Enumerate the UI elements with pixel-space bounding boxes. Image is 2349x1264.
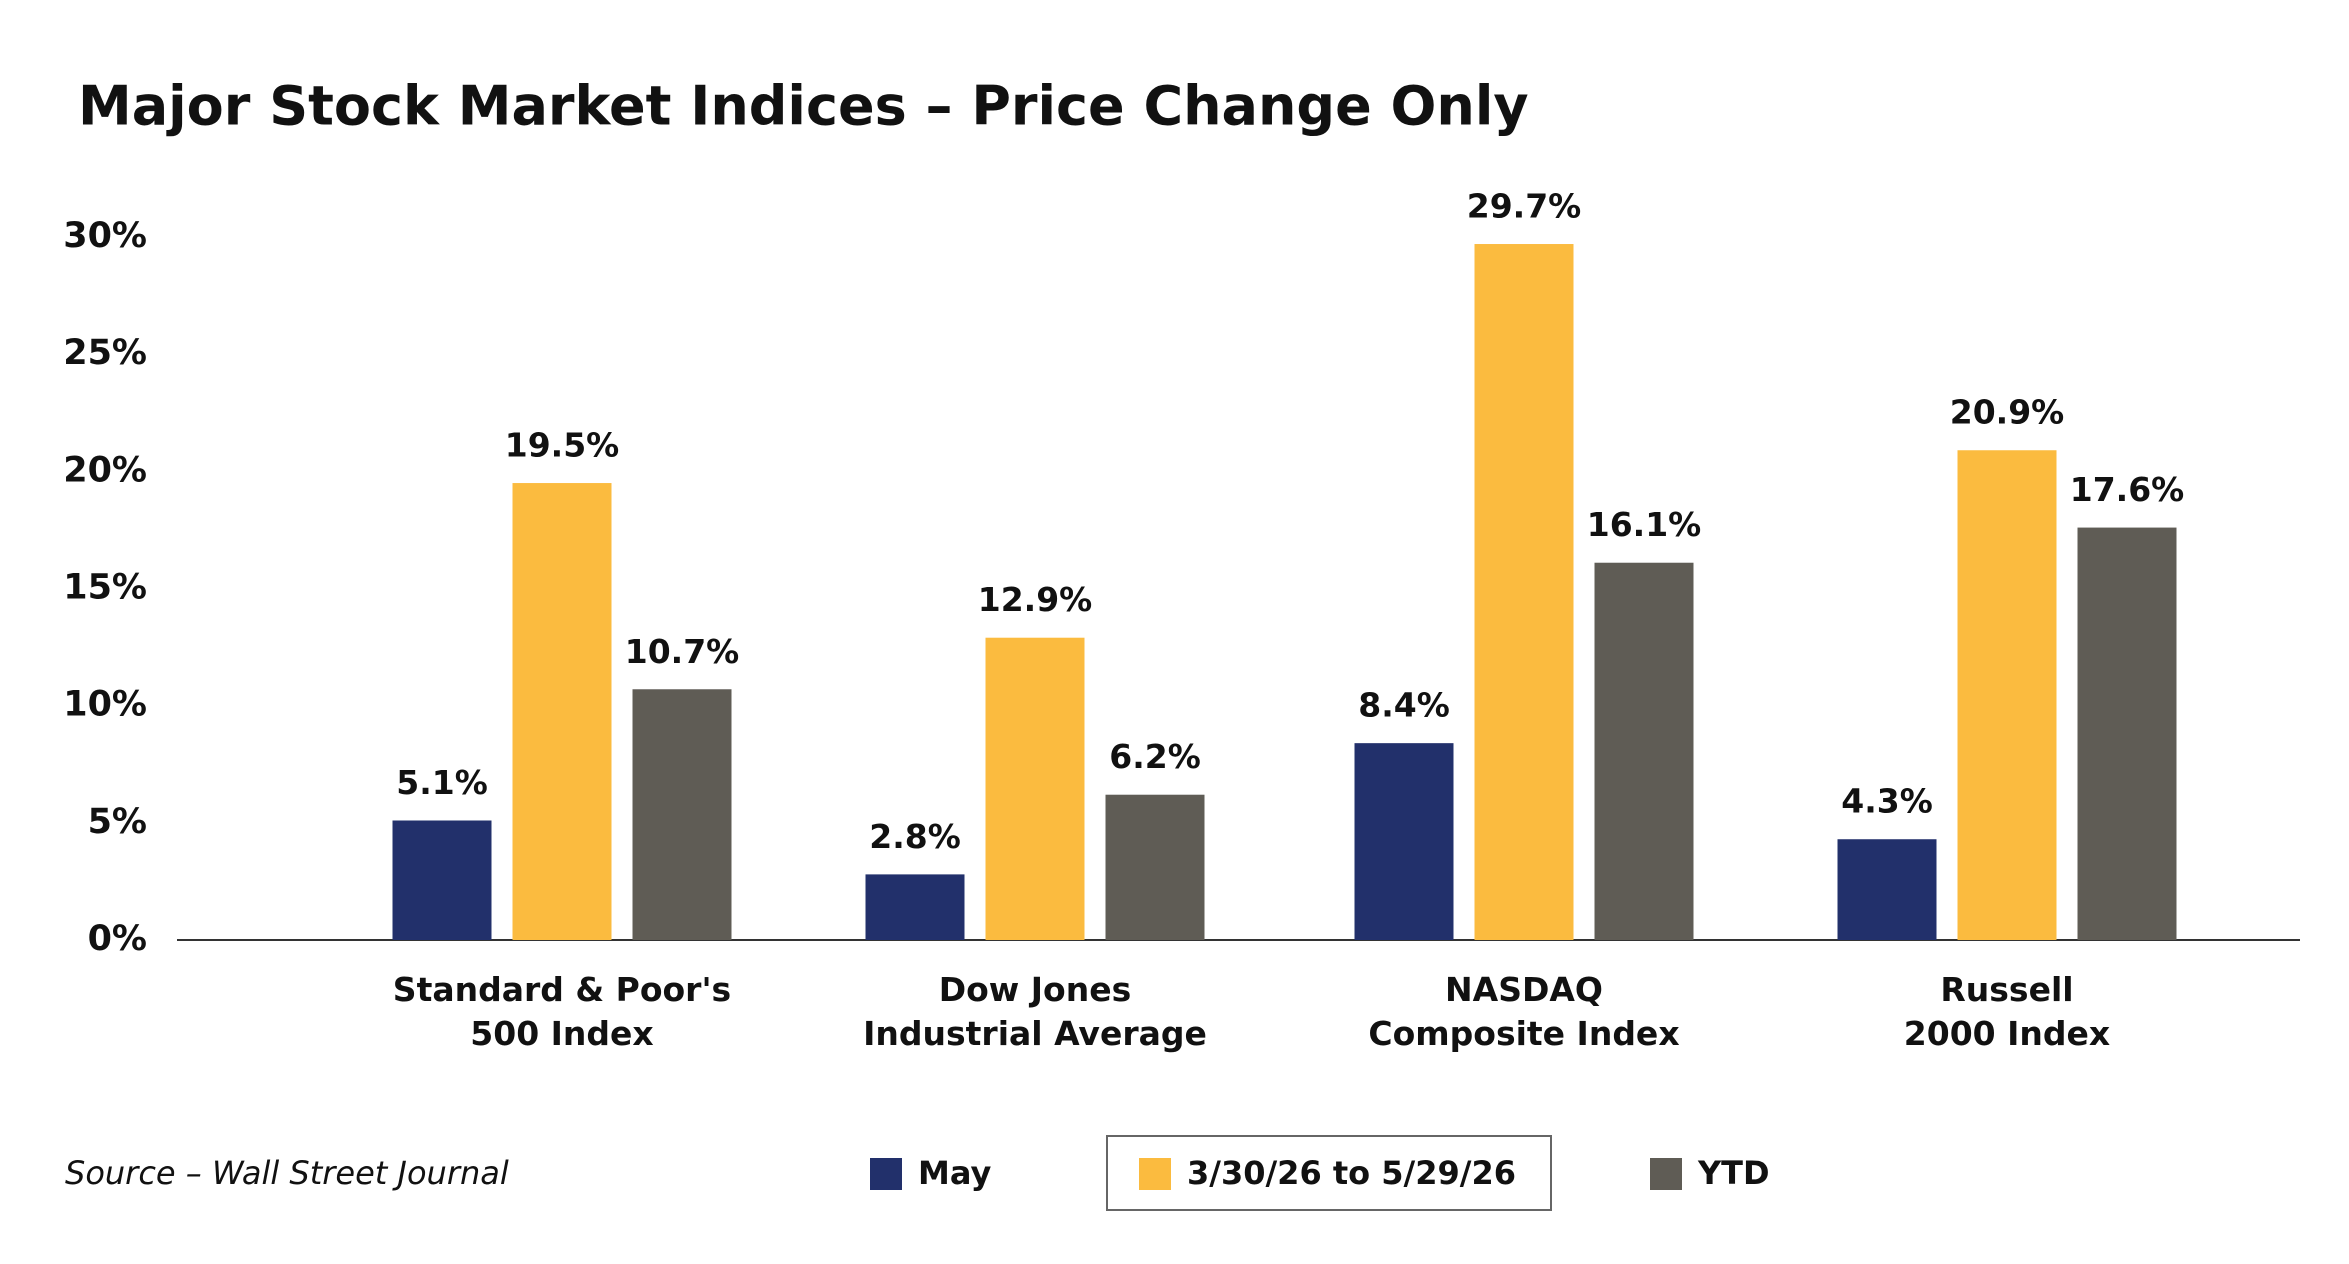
y-tick-label: 10% (63, 685, 147, 725)
data-label: 5.1% (396, 763, 488, 802)
bar (632, 689, 732, 940)
data-label: 4.3% (1841, 782, 1933, 821)
data-label: 19.5% (505, 426, 620, 465)
y-tick-label: 5% (88, 802, 147, 842)
data-label: 6.2% (1109, 737, 1201, 776)
data-label: 29.7% (1467, 187, 1582, 226)
data-label: 2.8% (869, 817, 961, 856)
bar (2077, 527, 2177, 940)
bar (985, 637, 1085, 940)
y-tick-label: 30% (63, 216, 147, 256)
y-tick-label: 25% (63, 333, 147, 373)
bar (512, 483, 612, 940)
data-label: 12.9% (978, 580, 1093, 619)
x-tick-label: Standard & Poor's 500 Index (392, 970, 732, 1053)
y-tick-label: 20% (63, 450, 147, 490)
y-tick-label: 15% (63, 568, 147, 608)
data-label: 8.4% (1358, 686, 1450, 725)
legend-swatch (1139, 1158, 1171, 1190)
legend-label: YTD (1697, 1154, 1770, 1192)
x-tick-label: Dow Jones Industrial Average (863, 970, 1207, 1053)
legend-swatch (1650, 1158, 1682, 1190)
bar (392, 820, 492, 940)
legend-highlight (1106, 1135, 1552, 1211)
bar (1957, 450, 2057, 940)
bar (1837, 839, 1937, 940)
chart-title: Major Stock Market Indices – Price Chang… (78, 75, 1529, 138)
bar (1354, 743, 1454, 940)
bar (1594, 562, 1694, 940)
data-label: 16.1% (1587, 505, 1702, 544)
bar (1474, 244, 1574, 940)
x-tick-label: NASDAQ Composite Index (1368, 970, 1680, 1053)
data-label: 20.9% (1950, 393, 2065, 432)
legend-label: May (918, 1154, 991, 1192)
bar (865, 874, 965, 940)
legend-swatch (870, 1158, 902, 1190)
y-tick-label: 0% (88, 919, 147, 959)
data-label: 17.6% (2070, 470, 2185, 509)
data-label: 10.7% (625, 632, 740, 671)
bar (1105, 794, 1205, 940)
legend-label: 3/30/26 to 5/29/26 (1187, 1154, 1516, 1192)
x-tick-label: Russell 2000 Index (1903, 970, 2111, 1053)
source-note: Source – Wall Street Journal (65, 1154, 509, 1192)
